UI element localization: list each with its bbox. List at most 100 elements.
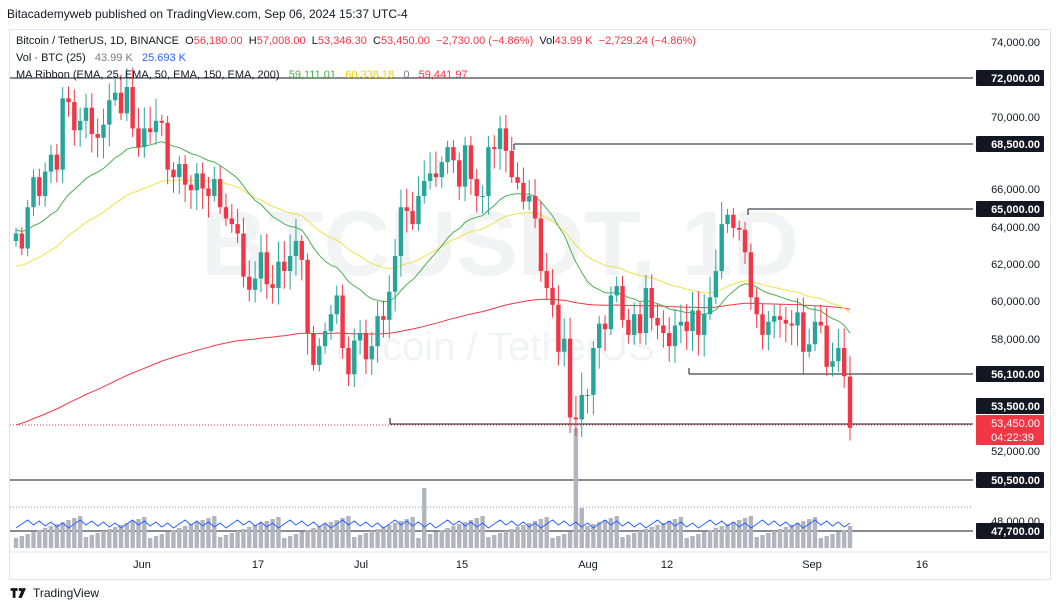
candle-body xyxy=(486,147,491,196)
volume-bar xyxy=(573,428,579,548)
price-axis-tick: 74,000.00 xyxy=(991,37,1040,49)
candle-body xyxy=(112,92,118,101)
volume-bar xyxy=(427,534,433,548)
price-axis-tick: 70,000.00 xyxy=(991,112,1040,124)
volume-bar xyxy=(783,527,789,548)
candle-body xyxy=(544,271,549,288)
candle-body xyxy=(159,120,165,123)
candle-body xyxy=(620,286,625,320)
candle-body xyxy=(247,276,252,290)
candle-body xyxy=(77,120,83,131)
legend-ma-ribbon[interactable]: MA Ribbon (EMA, 25, EMA, 50, EMA, 150, E… xyxy=(16,69,468,81)
volume-bar xyxy=(497,533,503,548)
candle-body xyxy=(392,256,398,292)
candle-body xyxy=(299,241,304,260)
candle-body xyxy=(492,147,497,150)
volume-bar xyxy=(824,536,829,548)
volume-bar xyxy=(357,535,363,548)
volume-bar xyxy=(293,534,299,548)
volume-bar xyxy=(147,538,153,548)
candle-body xyxy=(591,348,596,395)
candle-body xyxy=(311,333,316,365)
price-level-label-bg xyxy=(976,201,1044,217)
candle-body xyxy=(812,321,818,345)
legend-vol-value: 43.99 K xyxy=(554,35,593,47)
candle-body xyxy=(748,252,754,298)
legend-l-label: L xyxy=(311,35,318,47)
candle-body xyxy=(107,100,112,125)
candle-body xyxy=(521,182,526,202)
price-axis-tick: 66,000.00 xyxy=(991,184,1040,196)
footer: TradingView xyxy=(9,586,99,600)
volume-bar xyxy=(352,537,357,548)
volume-bar xyxy=(760,535,765,548)
volume-bar xyxy=(690,536,695,548)
candle-body xyxy=(346,348,351,375)
chart-pane[interactable] xyxy=(9,29,1051,580)
volume-bar xyxy=(836,532,841,548)
volume-bar xyxy=(492,535,497,548)
volume-bar xyxy=(381,527,386,548)
time-axis-label: 16 xyxy=(916,559,928,571)
volume-bar xyxy=(433,532,439,548)
candle-body xyxy=(206,188,211,196)
candle-body xyxy=(608,295,614,330)
volume-bar xyxy=(672,519,678,548)
candle-body xyxy=(352,340,357,375)
volume-bar xyxy=(153,536,159,548)
legend-volume-indicator[interactable]: Vol · BTC (25) 43.99 K 25.693 K xyxy=(16,52,186,64)
candle-body xyxy=(293,241,299,257)
candle-body xyxy=(771,316,777,322)
volume-bar xyxy=(305,530,310,548)
candle-body xyxy=(480,195,485,197)
candle-body xyxy=(328,314,334,332)
candle-body xyxy=(573,417,579,420)
volume-bar xyxy=(445,528,450,548)
candle-body xyxy=(451,147,456,161)
candle-body xyxy=(789,323,794,326)
volume-bar xyxy=(101,531,106,548)
candle-body xyxy=(194,173,199,191)
volume-bar xyxy=(171,530,176,548)
candle-body xyxy=(567,338,573,418)
volume-bar xyxy=(550,538,555,548)
volume-bar xyxy=(212,516,217,548)
candle-body xyxy=(847,376,853,428)
candle-body xyxy=(841,348,847,377)
volume-bar xyxy=(72,518,77,548)
candle-body xyxy=(719,224,724,272)
candle-body xyxy=(264,252,269,285)
price-level-label-bg xyxy=(976,472,1044,488)
candle-body xyxy=(136,128,141,148)
volume-bar xyxy=(608,518,614,548)
volume-bar xyxy=(241,529,246,548)
candle-body xyxy=(410,210,415,225)
volume-bar xyxy=(667,521,672,548)
volume-bar xyxy=(637,531,643,548)
price-level-label: 53,500.00 xyxy=(991,401,1040,413)
candle-body xyxy=(42,171,48,196)
price-level-label-bg xyxy=(976,366,1044,382)
volume-bar xyxy=(252,525,258,548)
volume-bar xyxy=(235,531,240,548)
legend-open: 56,180.00 xyxy=(193,35,243,47)
volume-bar xyxy=(527,523,532,548)
candle-body xyxy=(579,394,584,420)
footer-brand: TradingView xyxy=(33,586,100,600)
volume-bar xyxy=(713,528,719,548)
watermark-symbol: BTCUSDT, 1D xyxy=(201,193,799,295)
volume-bar xyxy=(742,518,748,548)
legend-c-label: C xyxy=(372,35,381,47)
candle-body xyxy=(626,319,631,335)
volume-bar xyxy=(165,532,170,548)
candle-body xyxy=(701,314,707,335)
volume-bar xyxy=(77,516,83,548)
candle-body xyxy=(287,256,293,272)
legend-symbol[interactable]: Bitcoin / TetherUS, 1D, BINANCE xyxy=(16,35,180,47)
candle-body xyxy=(655,317,660,326)
candle-body xyxy=(532,195,538,219)
candle-body xyxy=(305,259,310,334)
volume-bar xyxy=(182,526,188,548)
volume-bar xyxy=(346,516,351,548)
